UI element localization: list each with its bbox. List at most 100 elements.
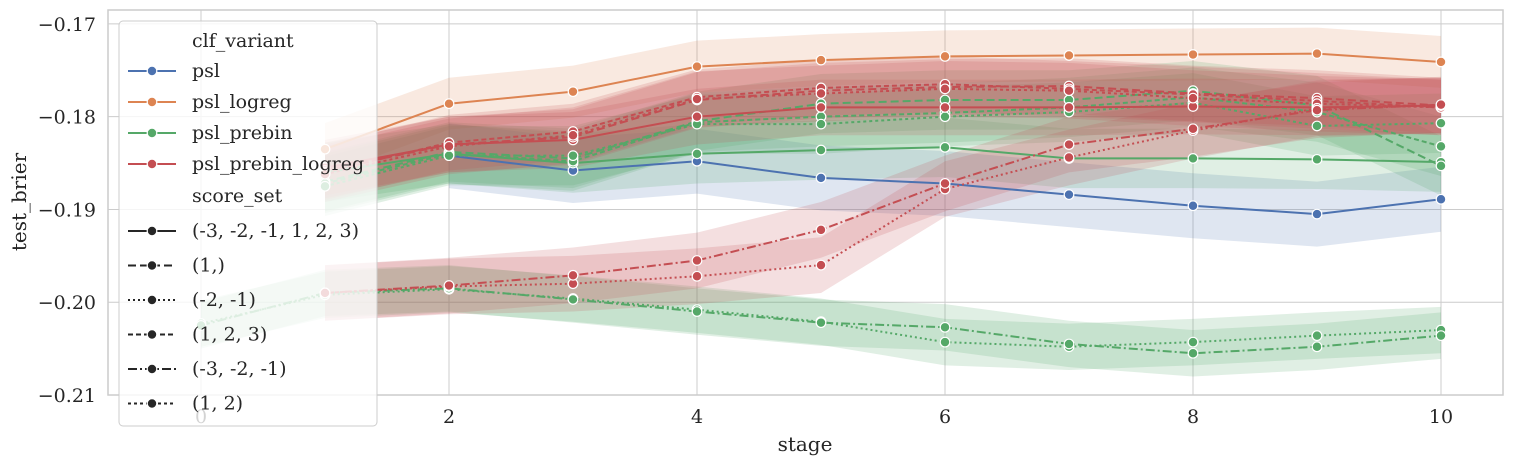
data-point [691, 306, 703, 317]
data-point [691, 255, 703, 266]
x-tick-label: 8 [1187, 406, 1199, 428]
data-point [1435, 99, 1447, 111]
y-tick-label: −0.17 [38, 14, 96, 36]
data-point [1063, 50, 1075, 61]
data-point [1435, 330, 1447, 342]
confidence-band [325, 67, 1441, 214]
legend-hue-label: psl [192, 60, 220, 82]
legend-hue-items: psl psl_logreg psl_prebin psl_prebin_logreg [128, 60, 364, 175]
legend-hue-label: psl_prebin_logreg [192, 153, 364, 175]
x-axis-label: stage [778, 432, 833, 456]
data-point [815, 102, 827, 113]
data-point [1063, 85, 1075, 97]
series-line [324, 85, 1442, 172]
data-point [1187, 153, 1199, 164]
legend-hue-label: psl_prebin [192, 122, 292, 144]
legend-style-marker [146, 294, 158, 306]
data-point [1311, 330, 1323, 342]
data-point [691, 148, 703, 160]
y-tick-label: −0.21 [38, 385, 96, 407]
legend-style-label: (1,) [192, 255, 225, 277]
data-point [567, 294, 579, 305]
y-axis-label: test_brier [7, 152, 31, 251]
series-line [324, 52, 1442, 151]
legend-style-marker [146, 363, 158, 375]
data-point [567, 86, 579, 98]
data-point [691, 111, 703, 123]
legend-hue-marker [146, 96, 158, 108]
data-point [1187, 347, 1199, 359]
data-point [815, 224, 827, 236]
legend-style-label: (1, 2, 3) [192, 324, 267, 346]
legend-hue-label: psl_logreg [192, 91, 292, 113]
confidence-band [325, 73, 1441, 216]
y-tick-label: −0.19 [38, 199, 96, 221]
data-point [1311, 341, 1323, 353]
confidence-band [325, 77, 1441, 321]
confidence-band [325, 27, 1441, 176]
data-point [1311, 48, 1323, 60]
series-line [324, 146, 1442, 174]
series-line [324, 96, 1442, 185]
legend-style-title: score_set [192, 185, 283, 207]
series-line [324, 103, 1442, 294]
data-point [1063, 189, 1075, 201]
legend-style-label: (-2, -1) [192, 289, 256, 311]
data-point [815, 88, 827, 99]
series-line [324, 83, 1442, 174]
data-point [1311, 120, 1323, 132]
data-point [567, 150, 579, 162]
x-tick-label: 4 [691, 406, 703, 428]
y-tick-label: −0.18 [38, 107, 96, 129]
legend-style-items: (-3, -2, -1, 1, 2, 3) (1,) (-2, -1) (1, 2, … [128, 220, 359, 415]
x-tick-label: 6 [939, 406, 951, 428]
data-point [815, 144, 827, 156]
series-line [324, 101, 1442, 188]
data-point [1187, 123, 1199, 135]
confidence-band [325, 61, 1441, 212]
data-point [443, 280, 455, 291]
data-point [691, 93, 703, 105]
legend-style-marker [146, 329, 158, 340]
data-point [1435, 56, 1447, 68]
data-point [939, 83, 951, 95]
legend: clf_variant score_set psl psl_logreg psl_p… [118, 20, 378, 427]
data-point [939, 336, 951, 348]
data-point [443, 98, 455, 110]
data-point [1435, 193, 1447, 205]
legend-hue-marker [146, 158, 158, 170]
x-tick-label: 10 [1429, 406, 1453, 428]
data-point [815, 317, 827, 329]
series-line [324, 104, 1442, 169]
legend-style-marker [146, 398, 158, 409]
data-point [1063, 338, 1075, 350]
y-tick-labels: −0.21 −0.20 −0.19 −0.18 −0.17 [38, 14, 96, 407]
data-point [939, 111, 951, 123]
series-lines [200, 52, 1442, 355]
data-point [939, 321, 951, 333]
data-point [815, 172, 827, 184]
x-tick-label: 2 [443, 406, 455, 428]
data-point [691, 270, 703, 282]
legend-style-label: (-3, -2, -1, 1, 2, 3) [192, 220, 359, 242]
data-point [1187, 92, 1199, 104]
data-point [1311, 104, 1323, 116]
data-point [1311, 153, 1323, 165]
data-point [567, 269, 579, 281]
data-point [1187, 336, 1199, 348]
legend-frame [118, 20, 378, 427]
data-point [1187, 49, 1199, 60]
series-line [324, 104, 1442, 294]
data-point [1435, 160, 1447, 172]
data-point [443, 140, 455, 152]
data-point [1187, 200, 1199, 212]
legend-style-marker [146, 225, 158, 237]
data-point [939, 141, 951, 153]
data-point [815, 259, 827, 271]
data-point [1063, 102, 1075, 113]
legend-style-label: (1, 2) [192, 393, 243, 415]
data-point [443, 150, 455, 162]
data-point [1435, 117, 1447, 129]
plot-frame [107, 9, 1504, 396]
